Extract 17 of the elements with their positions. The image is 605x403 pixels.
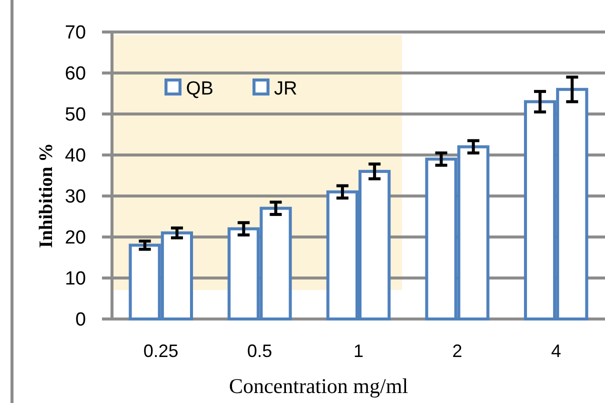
y-tick-label: 60 bbox=[64, 64, 86, 85]
legend-label: QB bbox=[186, 78, 214, 100]
x-axis-title: Concentration mg/ml bbox=[228, 374, 408, 398]
y-tick-label: 50 bbox=[64, 104, 86, 126]
y-tick-label: 20 bbox=[64, 228, 86, 249]
y-tick-label: 0 bbox=[75, 310, 86, 331]
y-axis-title: Inhibition % bbox=[36, 142, 57, 248]
legend-label: JR bbox=[274, 78, 298, 100]
x-tick-label: 2 bbox=[452, 341, 462, 361]
y-tick-label: 10 bbox=[64, 268, 86, 290]
y-tick-label: 40 bbox=[64, 146, 86, 167]
y-tick-label: 70 bbox=[64, 22, 86, 44]
y-tick-label: 30 bbox=[64, 186, 86, 208]
x-tick-label: 4 bbox=[551, 341, 562, 361]
x-tick-label: 0.25 bbox=[143, 341, 178, 361]
x-tick-label: 1 bbox=[353, 341, 364, 361]
x-tick-label: 0.5 bbox=[247, 341, 272, 361]
